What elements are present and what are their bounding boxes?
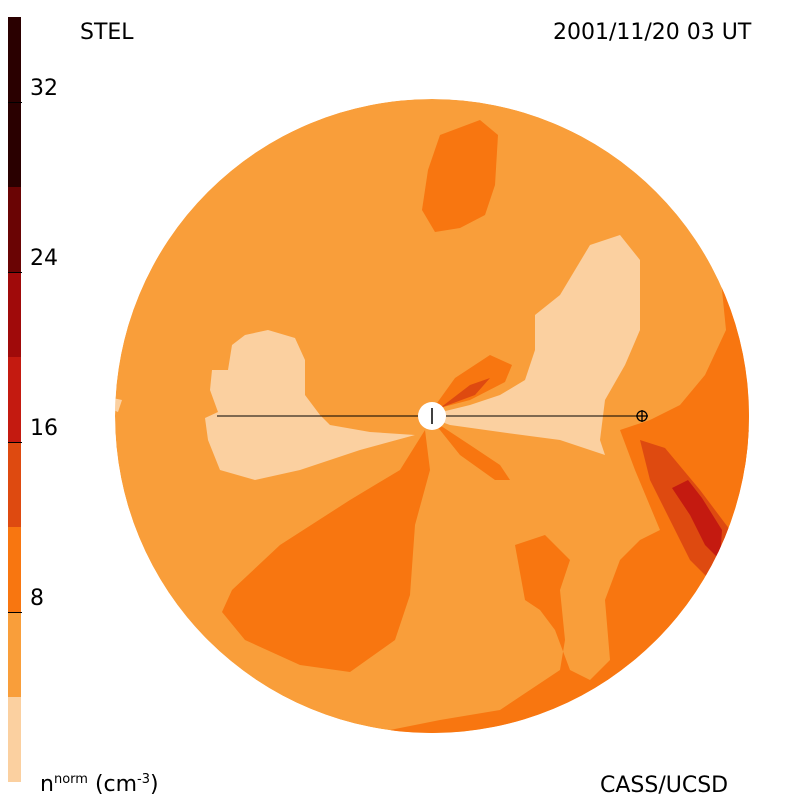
- colorbar-tick-label: 32: [30, 76, 58, 101]
- colorbar-segment: [8, 442, 21, 527]
- density-colorbar: [8, 17, 21, 782]
- colorbar-segment: [8, 527, 21, 612]
- colorbar-unit-label: nnorm (cm-3): [40, 772, 159, 797]
- high-region-near-sun: [440, 378, 490, 408]
- peak-region-east: [672, 480, 722, 560]
- timestamp-label: 2001/11/20 03 UT: [553, 20, 752, 45]
- colorbar-segment: [8, 272, 21, 357]
- colorbar-tick-label: 16: [30, 416, 58, 441]
- moderate-region-north: [422, 120, 498, 232]
- colorbar-segment: [8, 357, 21, 442]
- colorbar-segment: [8, 697, 21, 782]
- instrument-label: STEL: [80, 20, 134, 45]
- low-density-region-west: [205, 330, 415, 480]
- earth-icon: [636, 410, 648, 422]
- colorbar-tick-label: 8: [30, 586, 44, 611]
- colorbar-segment: [8, 187, 21, 272]
- moderate-region-near-sun-se: [432, 420, 510, 480]
- colorbar-tick-mark: [8, 612, 22, 613]
- moderate-region-southwest: [222, 430, 430, 672]
- colorbar-segment: [8, 612, 21, 697]
- colorbar-tick-label: 24: [30, 246, 58, 271]
- moderate-region-near-sun-ne: [432, 355, 512, 410]
- low-density-region-east: [425, 235, 640, 455]
- colorbar-tick-mark: [8, 272, 22, 273]
- credit-label: CASS/UCSD: [600, 773, 729, 798]
- colorbar-tick-mark: [8, 102, 22, 103]
- colorbar-tick-mark: [8, 442, 22, 443]
